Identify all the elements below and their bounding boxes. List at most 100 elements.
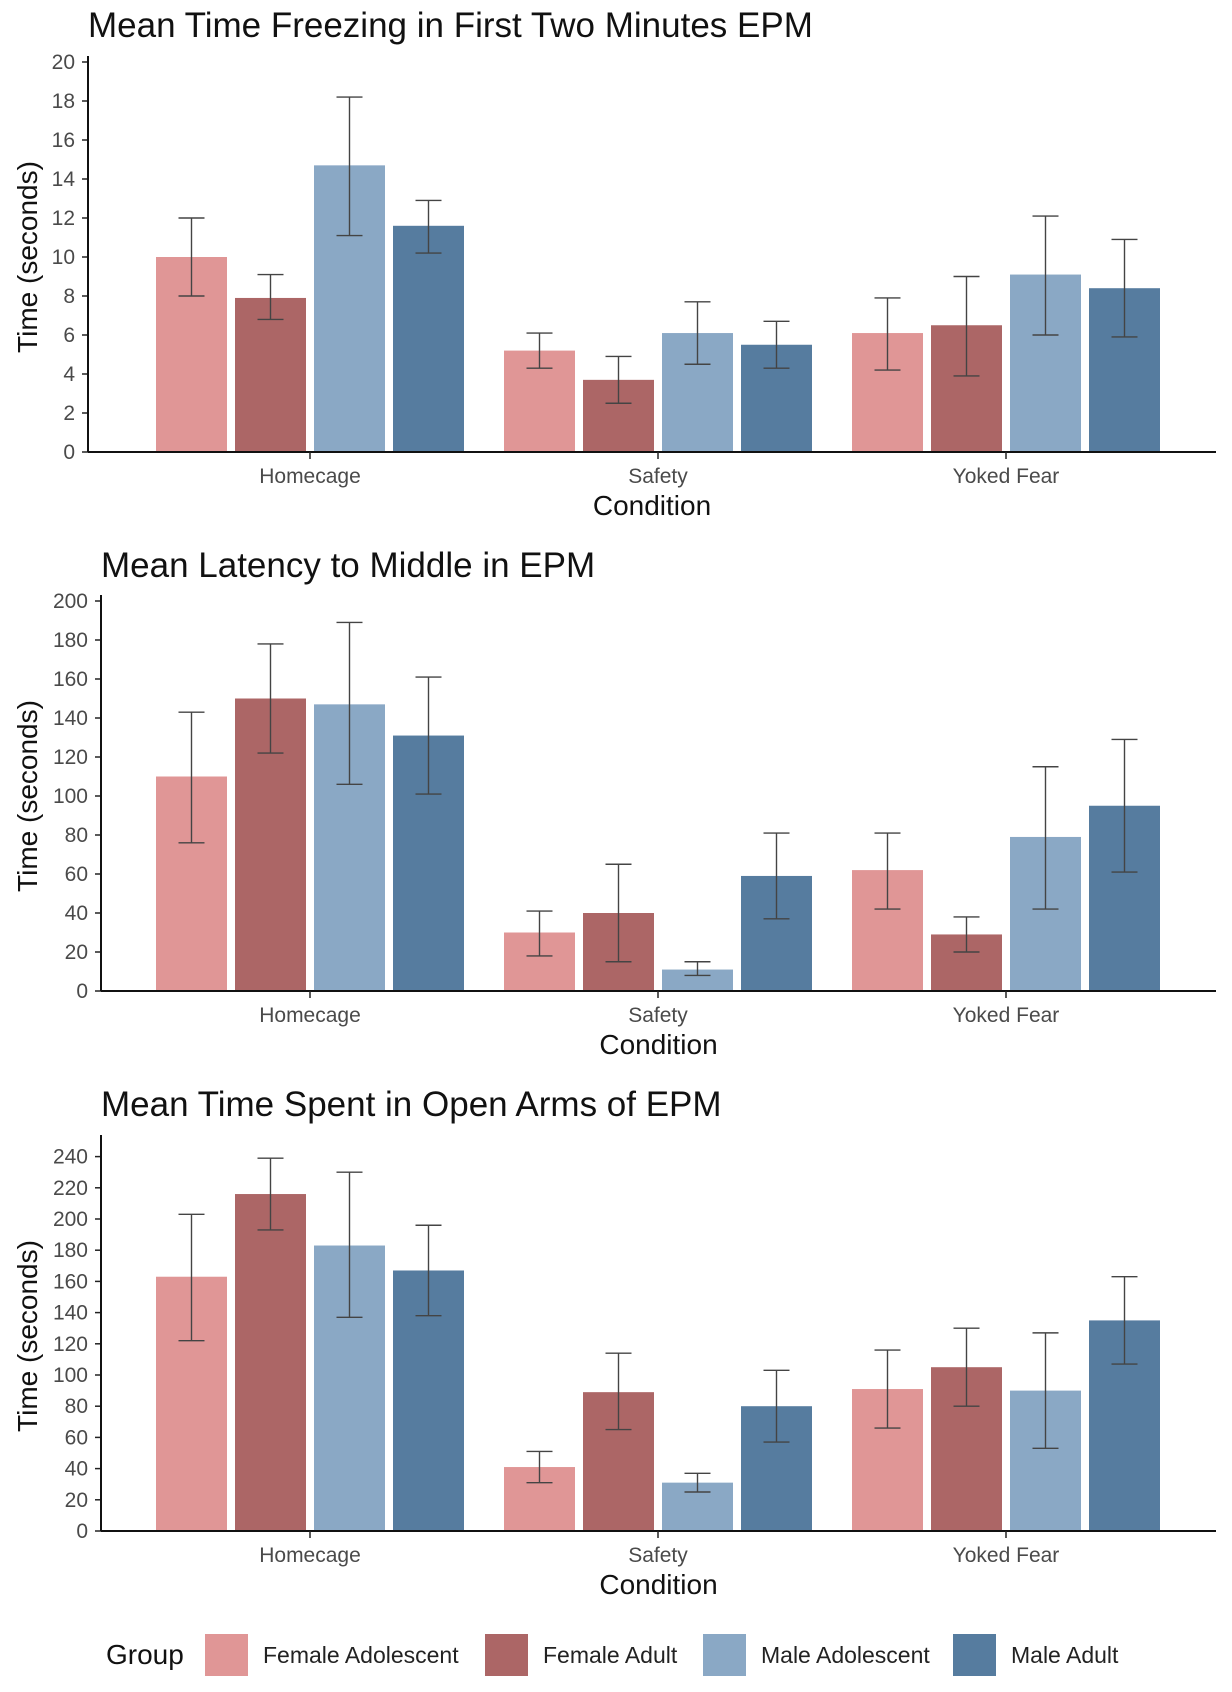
x-tick-label: Homecage <box>259 1544 361 1567</box>
x-tick-label: Safety <box>628 1004 688 1027</box>
bar-female-adult-homecage <box>235 297 306 452</box>
x-tick-label: Safety <box>628 465 688 488</box>
chart-panel-1: Mean Time Freezing in First Two Minutes … <box>12 6 1216 521</box>
error-bar <box>336 96 363 237</box>
chart-title: Mean Time Spent in Open Arms of EPM <box>101 1085 722 1124</box>
y-tick-label: 6 <box>63 324 75 347</box>
error-bar <box>953 1327 980 1407</box>
error-bar <box>605 863 632 963</box>
y-tick-label: 16 <box>52 129 75 152</box>
error-bar <box>257 1157 284 1231</box>
error-bar <box>763 320 790 369</box>
x-tick-label: Homecage <box>259 1004 361 1027</box>
x-tick-label: Yoked Fear <box>953 1004 1060 1027</box>
x-axis-title: Condition <box>599 1029 717 1060</box>
legend-swatch <box>953 1634 996 1676</box>
y-tick-label: 120 <box>53 1333 88 1356</box>
error-bar <box>763 832 790 920</box>
error-bar <box>684 961 711 977</box>
y-axis-title: Time (seconds) <box>12 700 43 892</box>
y-tick-label: 200 <box>53 1208 88 1231</box>
y-tick-label: 40 <box>65 1458 88 1481</box>
y-axis-title: Time (seconds) <box>12 161 43 353</box>
error-bar <box>336 621 363 785</box>
x-tick-label: Yoked Fear <box>953 465 1060 488</box>
error-bar <box>1032 766 1059 910</box>
legend-label: Male Adolescent <box>761 1642 930 1668</box>
y-axis-title: Time (seconds) <box>12 1240 43 1432</box>
x-tick-label: Safety <box>628 1544 688 1567</box>
chart-panel-3: Mean Time Spent in Open Arms of EPM 0 20 40… <box>12 1085 1216 1600</box>
chart-title: Mean Latency to Middle in EPM <box>101 546 595 585</box>
error-bar <box>605 1352 632 1431</box>
legend-swatch <box>205 1634 248 1676</box>
legend-title: Group <box>106 1639 184 1670</box>
x-axis-title: Condition <box>593 490 711 521</box>
error-bar <box>874 1349 901 1429</box>
error-bar <box>526 910 553 957</box>
error-bar <box>684 1472 711 1493</box>
error-bar <box>1111 738 1138 873</box>
y-tick-label: 20 <box>65 941 88 964</box>
y-tick-label: 140 <box>53 707 88 730</box>
y-tick-label: 180 <box>53 629 88 652</box>
y-tick-label: 12 <box>52 207 75 230</box>
y-tick-label: 60 <box>65 1426 88 1449</box>
y-tick-label: 0 <box>76 980 88 1003</box>
chart-panel-2: Mean Latency to Middle in EPM 0 20 40 60 80 10… <box>12 546 1216 1060</box>
y-tick-label: 220 <box>53 1177 88 1200</box>
error-bar <box>953 916 980 953</box>
error-bar <box>178 1213 205 1342</box>
y-tick-label: 40 <box>65 902 88 925</box>
y-tick-label: 100 <box>53 1364 88 1387</box>
y-tick-label: 160 <box>53 1270 88 1293</box>
error-bar <box>953 275 980 377</box>
legend-label: Female Adult <box>543 1642 678 1668</box>
bar-female-adult-homecage <box>235 1194 306 1531</box>
legend-label: Female Adolescent <box>263 1642 459 1668</box>
y-tick-label: 60 <box>65 863 88 886</box>
error-bar <box>874 832 901 910</box>
error-bar <box>763 1369 790 1443</box>
y-tick-label: 4 <box>63 363 75 386</box>
error-bar <box>684 301 711 365</box>
error-bar <box>178 217 205 297</box>
y-tick-label: 80 <box>65 1395 88 1418</box>
x-tick-label: Homecage <box>259 465 361 488</box>
legend-label: Male Adult <box>1011 1642 1119 1668</box>
y-tick-label: 14 <box>52 168 76 191</box>
error-bar <box>874 297 901 371</box>
x-tick-label: Yoked Fear <box>953 1544 1060 1567</box>
error-bar <box>178 711 205 844</box>
legend: Group Female Adolescent Female Adult Male A… <box>106 1634 1119 1676</box>
y-tick-label: 20 <box>52 51 75 74</box>
y-tick-label: 100 <box>53 785 88 808</box>
error-bar <box>1032 215 1059 336</box>
y-tick-label: 200 <box>53 590 88 613</box>
error-bar <box>257 273 284 321</box>
error-bar <box>415 1224 442 1317</box>
error-bar <box>1111 238 1138 338</box>
error-bar <box>1032 1332 1059 1450</box>
bar-male-adult-homecage <box>393 225 464 452</box>
y-tick-label: 0 <box>76 1520 88 1543</box>
chart-title: Mean Time Freezing in First Two Minutes … <box>88 6 813 45</box>
y-tick-label: 20 <box>65 1489 88 1512</box>
y-tick-label: 10 <box>52 246 75 269</box>
y-tick-label: 2 <box>63 402 75 425</box>
y-tick-label: 0 <box>63 441 75 464</box>
x-axis-title: Condition <box>599 1569 717 1600</box>
legend-swatch <box>703 1634 746 1676</box>
error-bar <box>415 676 442 795</box>
y-tick-label: 120 <box>53 746 88 769</box>
y-tick-label: 180 <box>53 1239 88 1262</box>
y-tick-label: 160 <box>53 668 88 691</box>
error-bar <box>415 199 442 254</box>
y-tick-label: 18 <box>52 90 75 113</box>
error-bar <box>605 355 632 404</box>
error-bar <box>526 332 553 369</box>
y-tick-label: 80 <box>65 824 88 847</box>
error-bar <box>526 1450 553 1484</box>
error-bar <box>257 643 284 754</box>
